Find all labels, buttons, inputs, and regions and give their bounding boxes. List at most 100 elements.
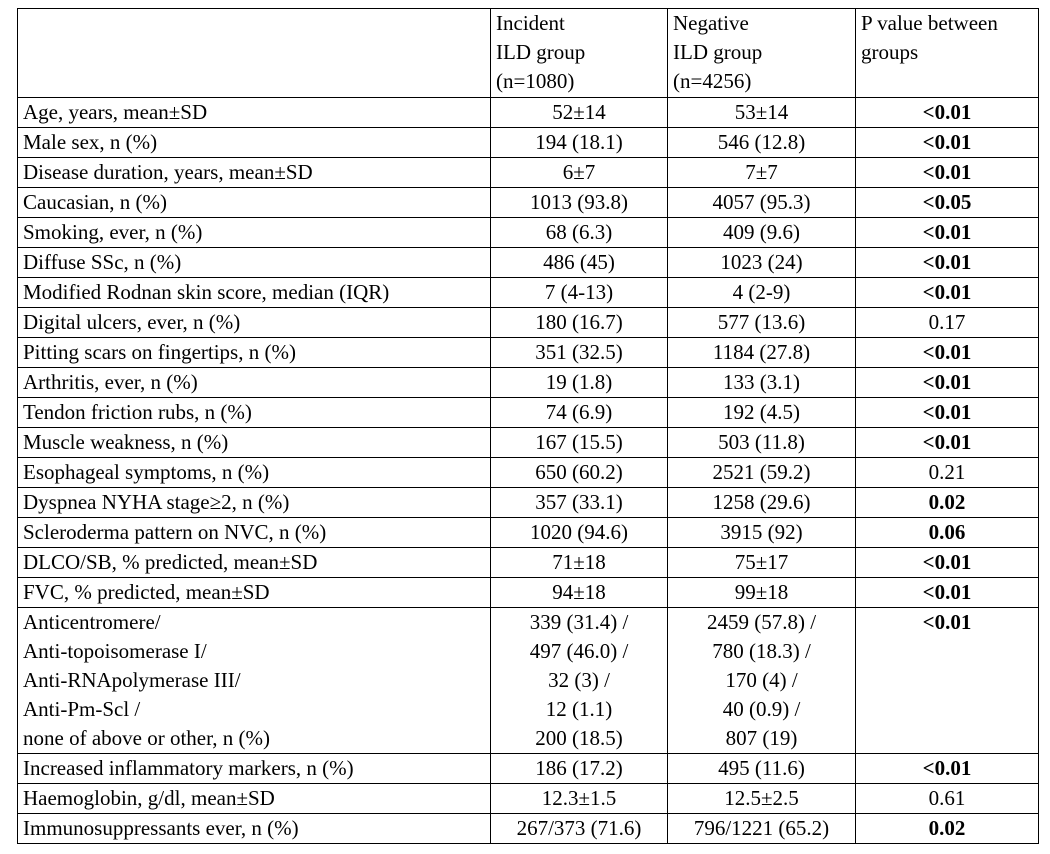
cell-line: Negative: [673, 11, 749, 35]
row-label: FVC, % predicted, mean±SD: [17, 577, 491, 608]
incident-value: 167 (15.5): [490, 427, 668, 458]
incident-value: 357 (33.1): [490, 487, 668, 518]
negative-value: 192 (4.5): [667, 397, 856, 428]
p-value: <0.01: [855, 427, 1039, 458]
p-value: <0.01: [855, 607, 1039, 754]
cell-line: Anti-Pm-Scl /: [23, 697, 141, 721]
row-label: Male sex, n (%): [17, 127, 491, 158]
cell-line: Anticentromere/: [23, 610, 161, 634]
negative-value: 2459 (57.8) / 780 (18.3) / 170 (4) / 40 (0.…: [667, 607, 856, 754]
negative-value: 1258 (29.6): [667, 487, 856, 518]
row-label: Arthritis, ever, n (%): [17, 367, 491, 398]
cell-line: 497 (46.0) /: [529, 639, 629, 663]
incident-value: 194 (18.1): [490, 127, 668, 158]
row-label: Esophageal symptoms, n (%): [17, 457, 491, 488]
header-row: Incident ILD group (n=1080) Negative ILD gro…: [17, 8, 1039, 98]
cell-line: 32 (3) /: [548, 668, 610, 692]
cell-line: none of above or other, n (%): [23, 726, 270, 750]
incident-value: 339 (31.4) / 497 (46.0) / 32 (3) / 12 (1.1)…: [490, 607, 668, 754]
incident-value: 68 (6.3): [490, 217, 668, 248]
row-label: Immunosuppressants ever, n (%): [17, 813, 491, 844]
incident-value: 74 (6.9): [490, 397, 668, 428]
incident-value: 71±18: [490, 547, 668, 578]
incident-value: 19 (1.8): [490, 367, 668, 398]
incident-value: 6±7: [490, 157, 668, 188]
table-row: Modified Rodnan skin score, median (IQR)…: [17, 277, 1039, 308]
row-label: Anticentromere/Anti-topoisomerase I/Anti…: [17, 607, 491, 754]
cell-line: Anti-topoisomerase I/: [23, 639, 207, 663]
negative-value: 7±7: [667, 157, 856, 188]
table-row: Pitting scars on fingertips, n (%) 351 (3…: [17, 337, 1039, 368]
negative-value: 53±14: [667, 97, 856, 128]
table-row: Disease duration, years, mean±SD 6±7 7±7 <0…: [17, 157, 1039, 188]
row-label: Modified Rodnan skin score, median (IQR): [17, 277, 491, 308]
p-value: <0.05: [855, 187, 1039, 218]
negative-value: 1023 (24): [667, 247, 856, 278]
row-label: Age, years, mean±SD: [17, 97, 491, 128]
table-row: Age, years, mean±SD 52±14 53±14 <0.01: [17, 97, 1039, 128]
incident-value: 486 (45): [490, 247, 668, 278]
p-value: <0.01: [855, 97, 1039, 128]
p-value: 0.61: [855, 783, 1039, 814]
cell-line: ILD group: [496, 40, 586, 64]
cell-line: groups: [861, 40, 919, 64]
negative-value: 12.5±2.5: [667, 783, 856, 814]
negative-value: 4 (2-9): [667, 277, 856, 308]
row-label: Muscle weakness, n (%): [17, 427, 491, 458]
row-label: Increased inflammatory markers, n (%): [17, 753, 491, 784]
row-label: Tendon friction rubs, n (%): [17, 397, 491, 428]
cell-line: 780 (18.3) /: [712, 639, 811, 663]
p-value: <0.01: [855, 337, 1039, 368]
table-row: Arthritis, ever, n (%) 19 (1.8) 133 (3.1) <…: [17, 367, 1039, 398]
table-row: Scleroderma pattern on NVC, n (%) 1020 (9…: [17, 517, 1039, 548]
negative-value: 99±18: [667, 577, 856, 608]
incident-value: 7 (4-13): [490, 277, 668, 308]
cell-line: P value between: [861, 11, 998, 35]
incident-value: 1020 (94.6): [490, 517, 668, 548]
table-row: Smoking, ever, n (%) 68 (6.3) 409 (9.6) <0.…: [17, 217, 1039, 248]
incident-value: 52±14: [490, 97, 668, 128]
cell-line: 12 (1.1): [545, 697, 613, 721]
table-row: Tendon friction rubs, n (%) 74 (6.9) 192 (…: [17, 397, 1039, 428]
table-row: Male sex, n (%) 194 (18.1) 546 (12.8) <0.01: [17, 127, 1039, 158]
negative-value: 495 (11.6): [667, 753, 856, 784]
header-cell: Negative ILD group (n=4256): [667, 8, 856, 98]
row-label: Digital ulcers, ever, n (%): [17, 307, 491, 338]
row-label: Dyspnea NYHA stage≥2, n (%): [17, 487, 491, 518]
p-value: 0.21: [855, 457, 1039, 488]
negative-value: 546 (12.8): [667, 127, 856, 158]
table-body: Incident ILD group (n=1080) Negative ILD gro…: [17, 8, 1039, 844]
cell-line: 170 (4) /: [725, 668, 798, 692]
row-label: DLCO/SB, % predicted, mean±SD: [17, 547, 491, 578]
cell-line: (n=1080): [496, 69, 575, 93]
table-row: Digital ulcers, ever, n (%) 180 (16.7) 577…: [17, 307, 1039, 338]
row-label: Caucasian, n (%): [17, 187, 491, 218]
p-value: 0.06: [855, 517, 1039, 548]
table-row: Dyspnea NYHA stage≥2, n (%) 357 (33.1) 125…: [17, 487, 1039, 518]
table-row: FVC, % predicted, mean±SD 94±18 99±18 <0.01: [17, 577, 1039, 608]
incident-value: 351 (32.5): [490, 337, 668, 368]
p-value: 0.02: [855, 813, 1039, 844]
table-row: Haemoglobin, g/dl, mean±SD 12.3±1.5 12.5±2…: [17, 783, 1039, 814]
header-cell: [17, 8, 491, 98]
incident-value: 94±18: [490, 577, 668, 608]
cell-line: ILD group: [673, 40, 763, 64]
negative-value: 2521 (59.2): [667, 457, 856, 488]
table-row: Diffuse SSc, n (%) 486 (45) 1023 (24) <0.01: [17, 247, 1039, 278]
table-row: DLCO/SB, % predicted, mean±SD 71±18 75±17 <…: [17, 547, 1039, 578]
p-value: <0.01: [855, 397, 1039, 428]
row-label: Diffuse SSc, n (%): [17, 247, 491, 278]
cell-line: 339 (31.4) /: [529, 610, 629, 634]
row-label: Scleroderma pattern on NVC, n (%): [17, 517, 491, 548]
incident-value: 12.3±1.5: [490, 783, 668, 814]
cell-line: Incident: [496, 11, 565, 35]
table-row: Caucasian, n (%) 1013 (93.8) 4057 (95.3) <0…: [17, 187, 1039, 218]
cell-line: 200 (18.5): [535, 726, 623, 750]
table-row: Esophageal symptoms, n (%) 650 (60.2) 2521…: [17, 457, 1039, 488]
cell-line: Anti-RNApolymerase III/: [23, 668, 241, 692]
table-row: Immunosuppressants ever, n (%) 267/373 (7…: [17, 813, 1039, 844]
incident-value: 1013 (93.8): [490, 187, 668, 218]
negative-value: 4057 (95.3): [667, 187, 856, 218]
p-value: <0.01: [855, 577, 1039, 608]
